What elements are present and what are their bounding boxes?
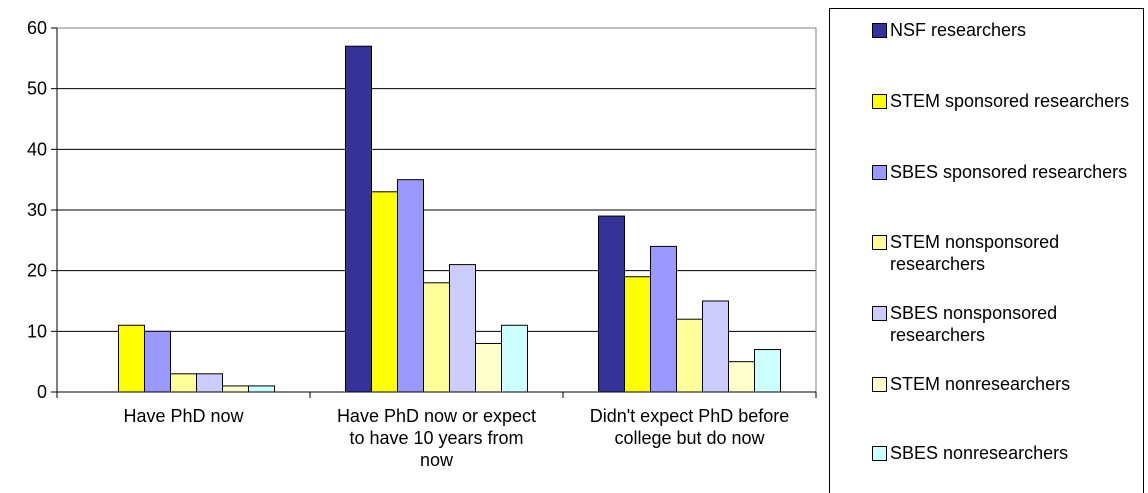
legend-item: SBES sponsored researchers [872,161,1148,183]
legend-swatch [872,94,887,109]
bar [397,179,424,393]
x-category-label: Have PhD now [123,406,244,426]
legend-swatch [872,306,887,321]
legend-label: SBES nonsponsored researchers [890,303,1058,345]
bar [676,318,703,393]
legend-item: STEM nonresearchers [872,373,1148,395]
bar [624,276,651,393]
bar [371,191,398,393]
y-tick-label: 60 [27,18,47,38]
legend-item: SBES nonresearchers [872,442,1148,464]
y-tick-labels: 0 10 20 30 40 50 60 [27,18,47,402]
legend-swatch [872,377,887,392]
legend-label: NSF researchers [890,20,1027,40]
legend-item: NSF researchers [872,19,1148,41]
y-tick-label: 0 [37,382,47,402]
y-tick-label: 10 [27,321,47,341]
legend-item: SBES nonsponsored researchers [872,302,1148,346]
legend-label: SBES nonresearchers [890,443,1069,463]
bar [248,385,275,393]
bar [650,245,677,393]
legend-label: STEM sponsored researchers [890,91,1130,111]
bar-chart: 0 10 20 30 40 50 60 [27,18,817,402]
legend-swatch [872,165,887,180]
y-tick-label: 50 [27,79,47,99]
bars [118,45,781,393]
bar [598,215,625,393]
bar [754,349,781,393]
legend-item: STEM sponsored researchers [872,90,1148,112]
bar [475,342,502,393]
legend-swatch [872,23,887,38]
bar [423,282,450,393]
legend-label: STEM nonsponsored researchers [890,232,1060,274]
y-tick-label: 40 [27,139,47,159]
legend-label: STEM nonresearchers [890,374,1071,394]
bar [118,324,145,393]
legend-swatch [872,446,887,461]
bar [144,330,171,393]
bar [170,373,197,393]
bar [196,373,223,393]
legend-swatch [872,235,887,250]
y-tick-label: 20 [27,261,47,281]
bar [345,45,372,393]
y-tick-label: 30 [27,200,47,220]
bar [728,361,755,393]
bar [702,300,729,393]
x-category-label: Have PhD now or expect to have 10 years … [336,406,537,470]
legend: NSF researchers STEM sponsored researcher… [829,8,1144,493]
legend-item: STEM nonsponsored researchers [872,231,1148,275]
bar [449,264,476,393]
axes [51,27,817,398]
legend-label: SBES sponsored researchers [890,162,1128,182]
x-category-label: Didn't expect PhD before college but do … [589,406,790,448]
bar [222,385,249,393]
bar [501,324,528,393]
